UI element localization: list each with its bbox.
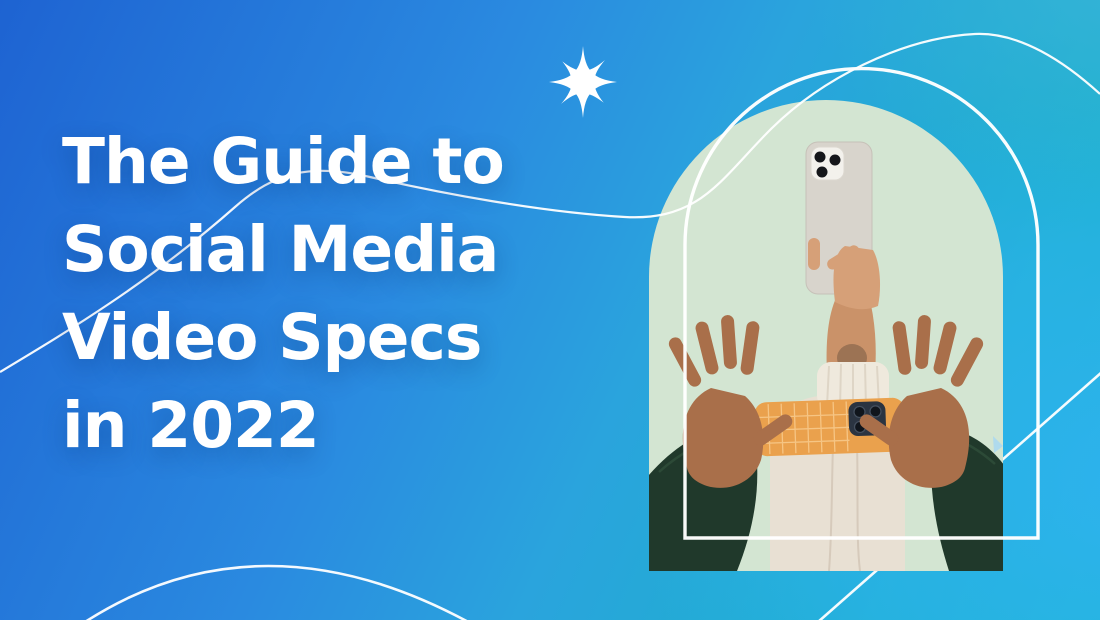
hands-phones-illustration bbox=[649, 141, 1003, 571]
title-line-2: Social Media bbox=[62, 213, 499, 286]
title-line-4: in 2022 bbox=[62, 389, 320, 462]
thumb bbox=[808, 238, 820, 270]
title-line-1: The Guide to bbox=[62, 125, 505, 198]
page-title: The Guide to Social Media Video Specs in… bbox=[62, 118, 505, 470]
blue-splash-mark bbox=[993, 436, 1003, 453]
title-line-3: Video Specs bbox=[62, 301, 482, 374]
arch-photo bbox=[649, 100, 1003, 571]
